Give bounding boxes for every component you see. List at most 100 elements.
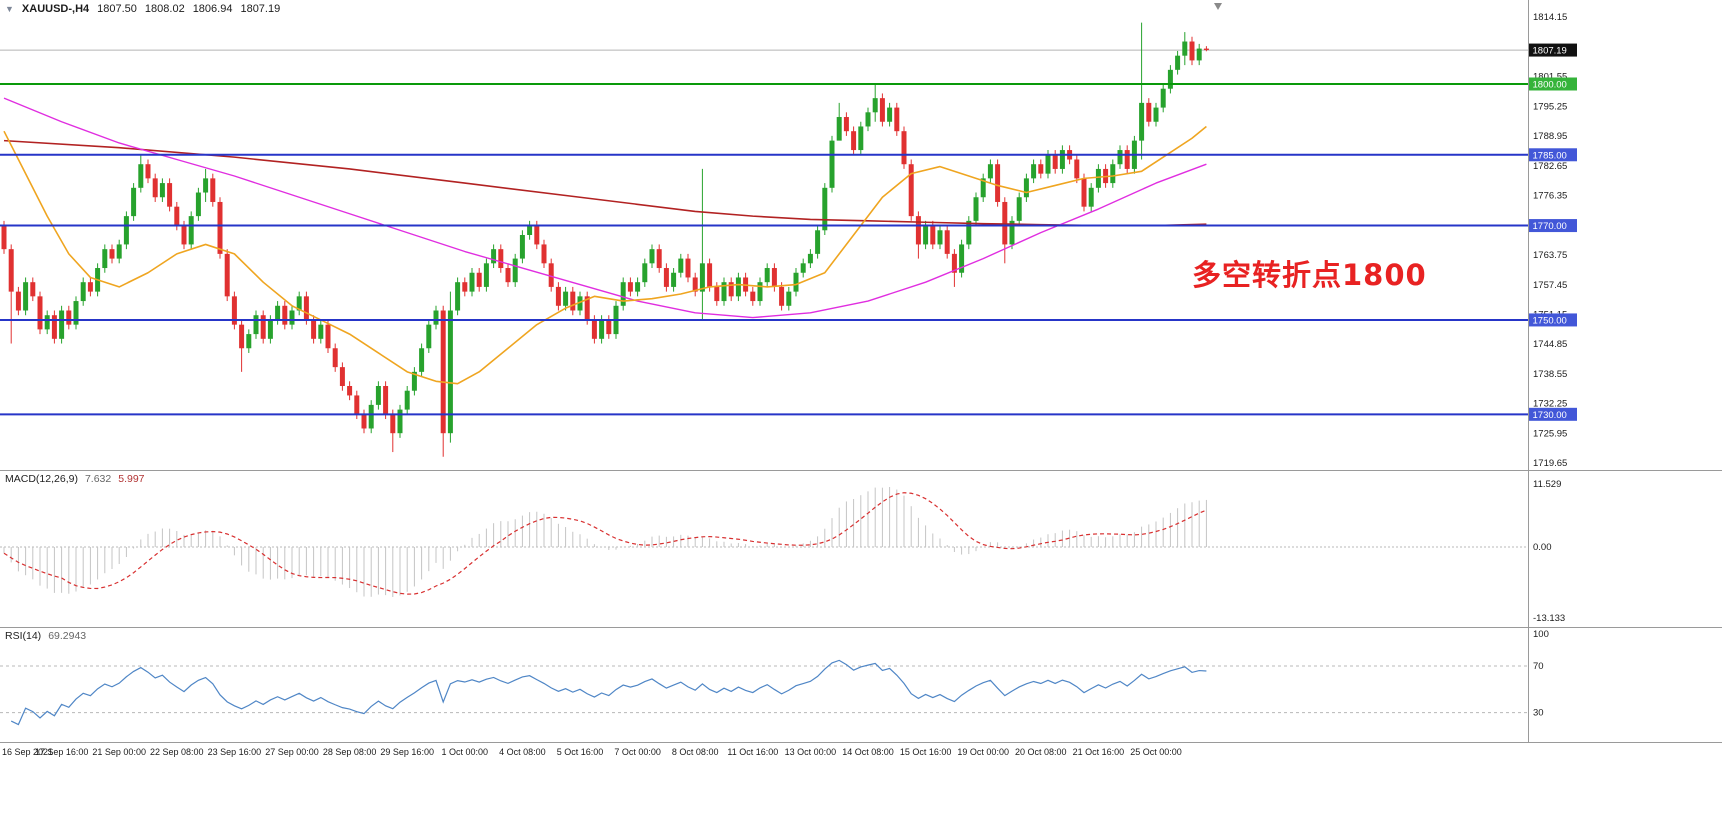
candle-body <box>152 178 158 198</box>
svg-text:1776.35: 1776.35 <box>1533 191 1567 202</box>
candle-body <box>879 98 885 122</box>
candle-body <box>937 230 943 245</box>
rsi-indicator-plot[interactable]: 100 70 30 <box>0 627 1722 742</box>
candle-body <box>642 263 648 283</box>
time-label: 21 Sep 00:00 <box>92 747 146 757</box>
svg-text:1795.25: 1795.25 <box>1533 101 1567 112</box>
candle-body <box>325 324 331 349</box>
price-tag <box>1529 148 1577 162</box>
candle-body <box>426 324 432 349</box>
candle-body <box>1167 69 1173 89</box>
candle-body <box>779 286 785 306</box>
svg-text:30: 30 <box>1533 708 1544 719</box>
candle-body <box>519 235 525 259</box>
svg-text:70: 70 <box>1533 661 1544 672</box>
svg-text:1814.15: 1814.15 <box>1533 12 1567 23</box>
candle-body <box>476 272 482 287</box>
symbol-period-label: XAUUSD-,H4 <box>21 3 90 15</box>
time-label: 20 Oct 08:00 <box>1015 747 1067 757</box>
candle-body <box>30 282 36 297</box>
candle-body <box>217 201 223 254</box>
candle-body <box>714 286 720 302</box>
candle-body <box>656 249 662 269</box>
candle-body <box>483 263 489 287</box>
chart-shift-marker-icon[interactable] <box>1214 3 1222 10</box>
candle-body <box>980 178 986 198</box>
candle-body <box>195 192 201 217</box>
candle-body <box>66 310 72 325</box>
candle-body <box>584 296 590 320</box>
candle-body <box>620 282 626 306</box>
time-label: 16 Sep 2021 <box>2 747 54 757</box>
time-label: 5 Oct 16:00 <box>556 747 604 757</box>
candle-body <box>51 315 57 339</box>
rsi-label: RSI(14) <box>5 630 42 642</box>
time-axis[interactable]: 16 Sep 2021 17 Sep 16:00 21 Sep 00:00 22 Se… <box>0 742 1722 762</box>
candles <box>1 22 1209 457</box>
candle-body <box>1203 48 1209 51</box>
price-tag <box>1529 407 1577 421</box>
candle-body <box>275 305 281 320</box>
candle-body <box>887 107 893 122</box>
price-tag <box>1529 43 1577 57</box>
candle-body <box>181 225 187 245</box>
candle-body <box>289 310 295 325</box>
candle-body <box>570 291 576 311</box>
candle-body <box>1153 107 1159 122</box>
candle-body <box>491 249 497 264</box>
candle-body <box>1196 48 1202 61</box>
candle-body <box>397 409 403 434</box>
annotation-text[interactable]: 多空转折点1800 <box>1192 258 1427 292</box>
symbol-dropdown-icon[interactable]: ▼ <box>5 3 14 14</box>
panel-separator[interactable] <box>0 627 1722 628</box>
candle-body <box>606 319 612 335</box>
candle-body <box>260 315 266 339</box>
candle-body <box>361 414 367 429</box>
candle-body <box>1182 41 1188 56</box>
candle-body <box>203 178 209 193</box>
panel-separator[interactable] <box>0 470 1722 471</box>
svg-text:1750.00: 1750.00 <box>1533 315 1567 326</box>
time-label: 11 Oct 16:00 <box>727 747 779 757</box>
candle-body <box>116 244 122 259</box>
candle-body <box>548 263 554 287</box>
candle-body <box>865 112 871 127</box>
price-chart-plot[interactable]: 1814.15 1801.55 1795.25 1788.95 1782.65 1776.… <box>0 0 1722 470</box>
candle-body <box>836 117 842 141</box>
candle-body <box>987 164 993 179</box>
ohlc-high: 1808.02 <box>144 3 185 15</box>
svg-text:0.00: 0.00 <box>1533 542 1552 553</box>
svg-text:1785.00: 1785.00 <box>1533 150 1567 161</box>
candle-body <box>577 296 583 311</box>
candle-body <box>59 310 65 339</box>
svg-text:1770.00: 1770.00 <box>1533 221 1567 232</box>
candle-body <box>23 282 29 311</box>
candle-body <box>469 272 475 292</box>
candle-body <box>1139 102 1145 141</box>
candle-body <box>735 277 741 297</box>
candle-body <box>563 291 569 306</box>
price-axis-ticks[interactable]: 1814.15 1801.55 1795.25 1788.95 1782.65 1776.… <box>1533 12 1567 469</box>
ohlc-open: 1807.50 <box>97 3 137 15</box>
candle-body <box>764 268 770 283</box>
candle-body <box>73 301 79 325</box>
svg-text:1732.25: 1732.25 <box>1533 399 1567 410</box>
macd-indicator-plot[interactable]: 11.529 0.00 -13.133 <box>0 470 1722 627</box>
candle-body <box>1146 102 1152 122</box>
candle-body <box>800 263 806 273</box>
candle-body <box>44 315 50 330</box>
time-label: 23 Sep 16:00 <box>207 747 262 757</box>
candle-body <box>1175 55 1181 70</box>
candle-body <box>1081 178 1087 207</box>
macd-label: MACD(12,26,9) <box>5 473 78 485</box>
candle-body <box>311 319 317 339</box>
candle-body <box>1031 164 1037 179</box>
candle-body <box>512 258 518 283</box>
macd-signal-value: 5.997 <box>118 473 145 485</box>
time-label: 14 Oct 08:00 <box>842 747 894 757</box>
svg-text:11.529: 11.529 <box>1533 479 1561 490</box>
time-label: 7 Oct 00:00 <box>614 747 661 757</box>
candle-body <box>721 282 727 302</box>
candle-body <box>843 117 849 132</box>
candle-body <box>188 216 194 245</box>
